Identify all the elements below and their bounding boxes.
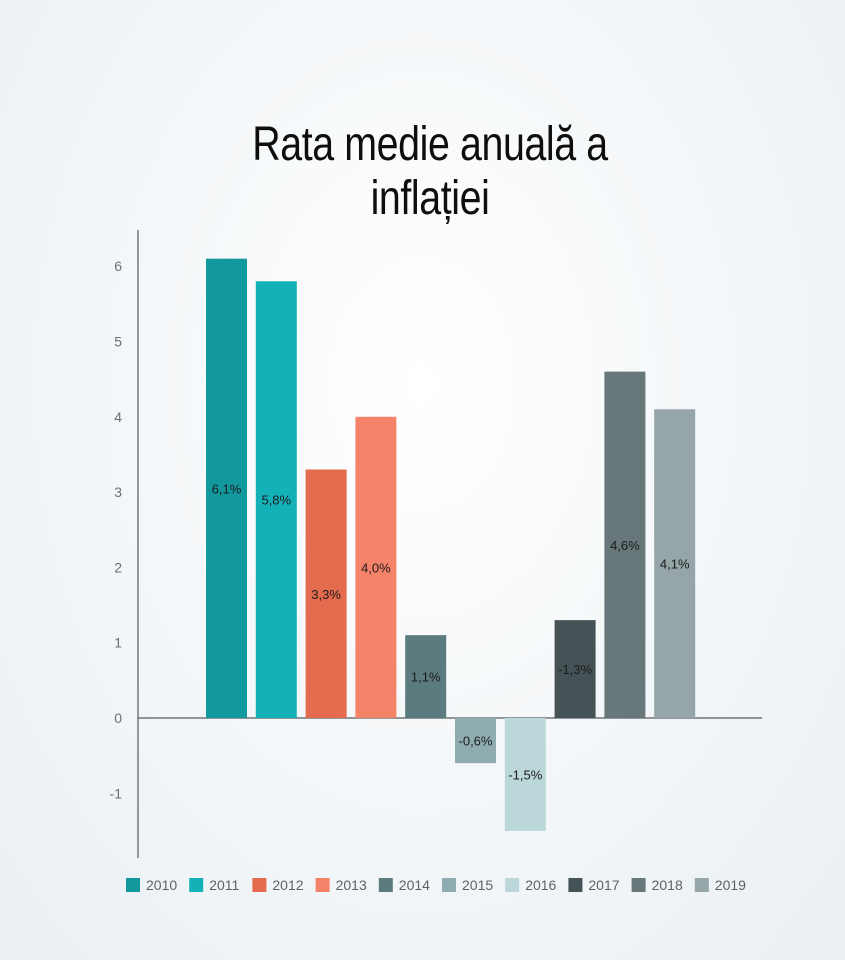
y-tick-label: 4 [114,409,122,425]
legend-label-2015: 2015 [462,877,493,893]
legend-swatch-2017 [568,878,583,892]
legend-label-2017: 2017 [588,877,619,893]
bar-2010 [206,258,247,718]
legend-swatch-2010 [126,878,140,892]
data-label-2018: 4,6% [610,538,640,553]
legend-swatch-2019 [694,878,709,892]
bar-2017 [554,620,596,718]
data-label-2012: 3,3% [311,587,341,602]
y-tick-label: 0 [114,710,122,726]
bar-2016 [504,718,546,831]
bar-2012 [305,469,347,718]
legend-label-2016: 2016 [525,877,556,893]
legend-label-2010: 2010 [146,877,177,893]
chart-data-labels: 6,1% 5,8% 3,3% 4,0% 1,1% -0,6% -1,5% -1,3% 4,6% 4… [212,481,690,782]
legend-label-2019: 2019 [715,877,746,893]
legend-label-2011: 2011 [209,877,239,893]
bar-2014 [405,635,447,718]
y-tick-label: 3 [114,484,122,500]
legend-label-2013: 2013 [336,877,367,893]
legend-swatch-2013 [315,878,330,892]
data-label-2010: 6,1% [212,481,242,496]
chart-bars [206,258,696,831]
data-label-2014: 1,1% [411,670,441,685]
bar-2019 [654,409,696,718]
y-tick-label: -1 [110,785,123,801]
legend-swatch-2016 [505,878,520,892]
y-tick-label: 1 [114,635,122,651]
y-tick-label: 6 [114,258,122,274]
bar-2018 [604,371,646,718]
chart-legend: 2010 2011 2012 2013 2014 2015 2016 2017 2018 2019 [126,877,746,893]
data-label-2015: -0,6% [459,734,493,749]
data-label-2013: 4,0% [361,560,391,575]
y-tick-label: 2 [114,559,122,575]
data-label-2011: 5,8% [261,493,291,508]
data-label-2017: -1,3% [558,662,592,677]
data-label-2019: 4,1% [660,557,690,572]
legend-label-2014: 2014 [399,877,430,893]
legend-swatch-2014 [378,878,393,892]
data-label-2016: -1,5% [508,767,542,782]
bar-2013 [355,416,397,718]
y-tick-label: 5 [114,334,122,350]
legend-swatch-2011 [189,878,204,892]
legend-swatch-2012 [252,878,267,892]
bar-2015 [455,718,496,764]
legend-label-2018: 2018 [652,877,683,893]
legend-swatch-2018 [631,878,646,892]
chart-title: Rata medie anuală a inflației [252,118,608,225]
bar-2011 [255,281,297,718]
legend-label-2012: 2012 [272,877,303,893]
legend-swatch-2015 [442,878,456,892]
